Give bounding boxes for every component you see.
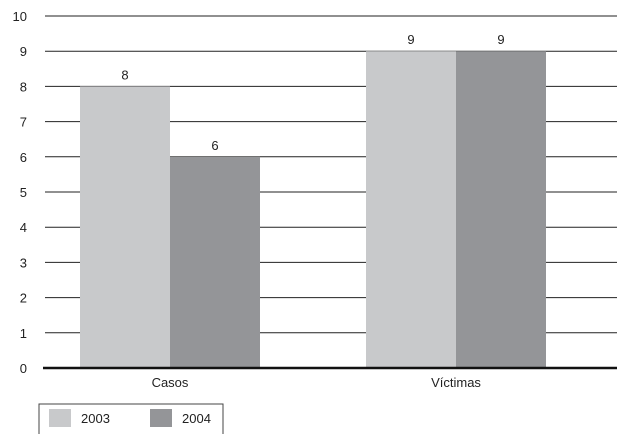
y-tick-label: 9	[20, 44, 27, 59]
x-category-label: Víctimas	[431, 375, 481, 390]
data-label: 6	[211, 138, 218, 153]
bar	[80, 86, 170, 369]
y-tick-label: 1	[20, 326, 27, 341]
legend-box	[38, 403, 224, 434]
data-label: 9	[497, 32, 504, 47]
bar	[366, 51, 456, 368]
data-label: 8	[121, 67, 128, 82]
y-tick-label: 10	[13, 9, 27, 24]
y-tick-label: 5	[20, 185, 27, 200]
data-label: 9	[407, 32, 414, 47]
legend-swatch	[49, 409, 71, 427]
y-tick-label: 2	[20, 291, 27, 306]
data-labels: 8 6 9 9	[121, 32, 504, 153]
x-axis: Casos Víctimas	[43, 366, 617, 390]
bar	[456, 51, 546, 368]
legend-label: 2003	[81, 411, 110, 426]
y-tick-label: 0	[20, 361, 27, 376]
legend: 2003 2004	[38, 403, 224, 434]
legend-label: 2004	[182, 411, 211, 426]
bars	[80, 51, 546, 369]
y-axis: 0 1 2 3 4 5 6 7 8 9 10	[13, 9, 27, 376]
legend-swatch	[150, 409, 172, 427]
bar	[170, 156, 260, 368]
y-tick-label: 3	[20, 255, 27, 270]
y-tick-label: 7	[20, 115, 27, 130]
y-tick-label: 4	[20, 220, 27, 235]
y-tick-label: 8	[20, 79, 27, 94]
y-tick-label: 6	[20, 150, 27, 165]
x-category-label: Casos	[152, 375, 189, 390]
